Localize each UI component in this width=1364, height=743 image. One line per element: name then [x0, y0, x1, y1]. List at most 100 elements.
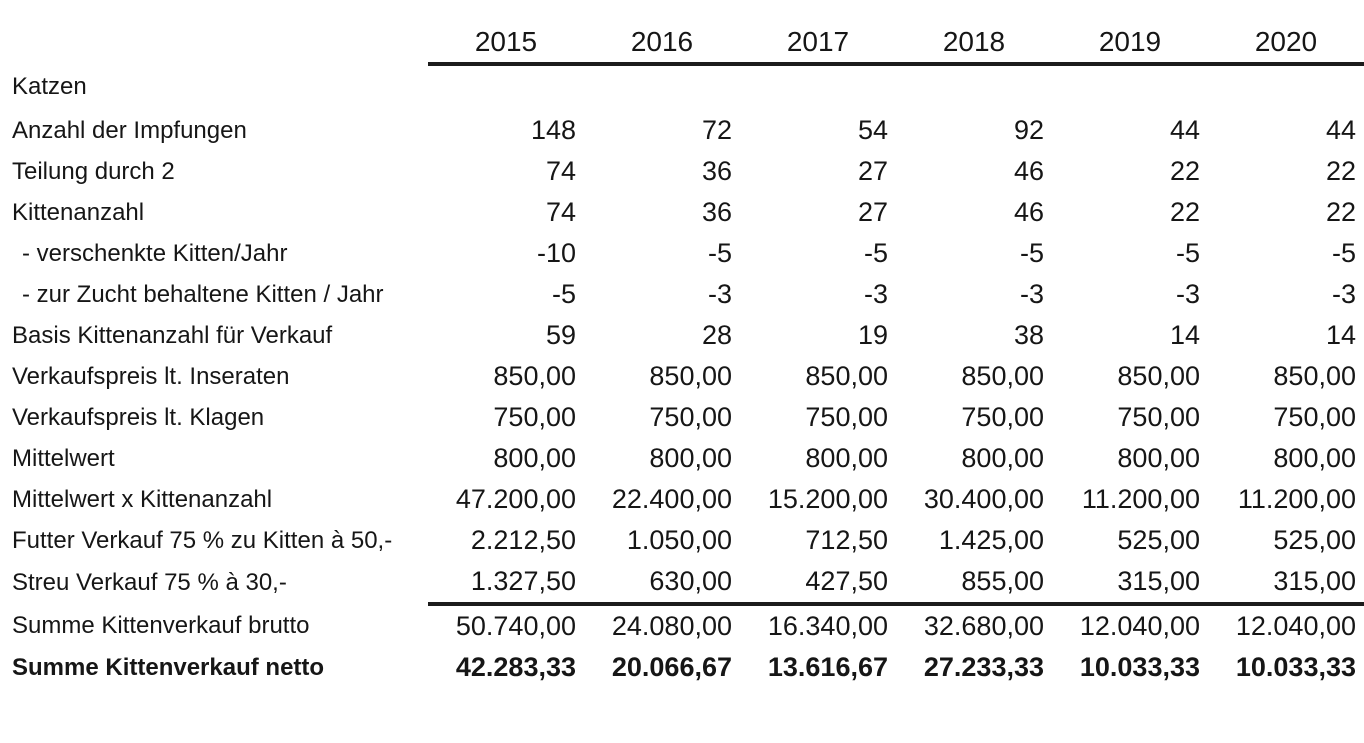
table-row: Katzen — [0, 64, 1364, 110]
kitten-sales-table: 2015 2016 2017 2018 2019 2020 Katzen Anza… — [0, 4, 1364, 688]
cell-value: 14 — [1169, 320, 1200, 350]
cell-value: -5 — [1019, 238, 1044, 268]
cell-value: 1.327,50 — [470, 566, 576, 596]
table-row: Kittenanzahl 74 36 27 46 22 22 — [0, 192, 1364, 233]
table-row: Verkaufspreis lt. Klagen 750,00 750,00 750,… — [0, 397, 1364, 438]
cell-value: 92 — [1013, 115, 1044, 145]
cell-value: 630,00 — [649, 566, 732, 596]
cell-value: 750,00 — [649, 402, 732, 432]
cell-value — [584, 64, 740, 110]
cell-value: 13.616,67 — [767, 652, 888, 682]
cell-value: -5 — [707, 238, 732, 268]
cell-value: 315,00 — [1117, 566, 1200, 596]
cell-value: 22 — [1169, 197, 1200, 227]
cell-value: 2.212,50 — [470, 525, 576, 555]
cell-value: -5 — [1331, 238, 1356, 268]
row-label: Anzahl der Impfungen — [12, 116, 247, 144]
cell-value: 12.040,00 — [1052, 602, 1208, 647]
cell-value: 750,00 — [1273, 402, 1356, 432]
table-row: Summe Kittenverkauf netto 42.283,33 20.066… — [0, 647, 1364, 688]
cell-value: 36 — [701, 197, 732, 227]
year-header-row: 2015 2016 2017 2018 2019 2020 — [0, 4, 1364, 66]
cell-value: 74 — [545, 197, 576, 227]
cell-value: 38 — [1013, 320, 1044, 350]
row-label: Katzen — [12, 73, 87, 100]
cell-value: 27 — [857, 197, 888, 227]
corner-cell — [0, 4, 428, 64]
row-label: Mittelwert — [12, 444, 115, 472]
row-label: Verkaufspreis lt. Inseraten — [12, 362, 290, 390]
cell-value: 712,50 — [805, 525, 888, 555]
cell-value: 800,00 — [961, 443, 1044, 473]
table-row: Futter Verkauf 75 % zu Kitten à 50,- 2.21… — [0, 520, 1364, 561]
year-header-2016: 2016 — [584, 4, 740, 66]
cell-value — [1208, 64, 1364, 110]
cell-value: 54 — [857, 115, 888, 145]
cell-value: 22 — [1325, 156, 1356, 186]
year-header-2020: 2020 — [1208, 4, 1364, 66]
cell-value: 19 — [857, 320, 888, 350]
cell-value — [1052, 64, 1208, 110]
cell-value: 1.050,00 — [626, 525, 732, 555]
row-label: Teilung durch 2 — [12, 157, 175, 185]
cell-value: -5 — [863, 238, 888, 268]
cell-value — [740, 64, 896, 110]
cell-value: -3 — [707, 279, 732, 309]
cell-value: 850,00 — [493, 361, 576, 391]
cell-value: -5 — [551, 279, 576, 309]
cell-value: 22.400,00 — [611, 484, 732, 514]
cell-value: 27.233,33 — [923, 652, 1044, 682]
table-row: Basis Kittenanzahl für Verkauf 59 28 19 38 14… — [0, 315, 1364, 356]
table-row: Anzahl der Impfungen 148 72 54 92 44 44 — [0, 110, 1364, 151]
cell-value: 12.040,00 — [1208, 602, 1364, 647]
cell-value: 800,00 — [649, 443, 732, 473]
cell-value: -3 — [1175, 279, 1200, 309]
cell-value: 27 — [857, 156, 888, 186]
cell-value: -5 — [1175, 238, 1200, 268]
cell-value: 1.425,00 — [938, 525, 1044, 555]
cell-value: 850,00 — [961, 361, 1044, 391]
cell-value: 59 — [545, 320, 576, 350]
cell-value: 47.200,00 — [455, 484, 576, 514]
cell-value: 36 — [701, 156, 732, 186]
year-header-2017: 2017 — [740, 4, 896, 66]
cell-value: 525,00 — [1273, 525, 1356, 555]
cell-value: 16.340,00 — [740, 602, 896, 647]
row-label: Summe Kittenverkauf brutto — [12, 611, 310, 639]
row-label: Basis Kittenanzahl für Verkauf — [12, 321, 333, 349]
cell-value: 850,00 — [1117, 361, 1200, 391]
cell-value: 750,00 — [493, 402, 576, 432]
cell-value: 72 — [701, 115, 732, 145]
cell-value: 855,00 — [961, 566, 1044, 596]
cell-value: 30.400,00 — [923, 484, 1044, 514]
cell-value: 22 — [1169, 156, 1200, 186]
row-label: Streu Verkauf 75 % à 30,- — [12, 568, 287, 596]
cell-value: -3 — [1331, 279, 1356, 309]
cell-value: 10.033,33 — [1079, 652, 1200, 682]
cell-value: 10.033,33 — [1235, 652, 1356, 682]
cell-value: 14 — [1325, 320, 1356, 350]
cell-value: 800,00 — [1117, 443, 1200, 473]
row-label: Kittenanzahl — [12, 198, 145, 226]
cell-value: 850,00 — [805, 361, 888, 391]
cell-value: 32.680,00 — [896, 602, 1052, 647]
cell-value: 28 — [701, 320, 732, 350]
row-label: - zur Zucht behaltene Kitten / Jahr — [22, 280, 384, 308]
table-row: Streu Verkauf 75 % à 30,- 1.327,50 630,00 4… — [0, 561, 1364, 604]
scanned-document-page: 2015 2016 2017 2018 2019 2020 Katzen Anza… — [0, 4, 1364, 743]
cell-value: 46 — [1013, 197, 1044, 227]
cell-value — [428, 64, 584, 110]
cell-value: 750,00 — [805, 402, 888, 432]
cell-value: 42.283,33 — [455, 652, 576, 682]
cell-value: 11.200,00 — [1237, 484, 1356, 514]
cell-value: 50.740,00 — [428, 602, 584, 647]
table-row: Mittelwert 800,00 800,00 800,00 800,00 800,00… — [0, 438, 1364, 479]
year-header-2015: 2015 — [428, 4, 584, 66]
cell-value: -3 — [863, 279, 888, 309]
cell-value: 46 — [1013, 156, 1044, 186]
cell-value: 315,00 — [1273, 566, 1356, 596]
table-row: Summe Kittenverkauf brutto 50.740,00 24.08… — [0, 602, 1364, 647]
cell-value: 800,00 — [493, 443, 576, 473]
year-header-2018: 2018 — [896, 4, 1052, 66]
row-label: Verkaufspreis lt. Klagen — [12, 403, 265, 431]
